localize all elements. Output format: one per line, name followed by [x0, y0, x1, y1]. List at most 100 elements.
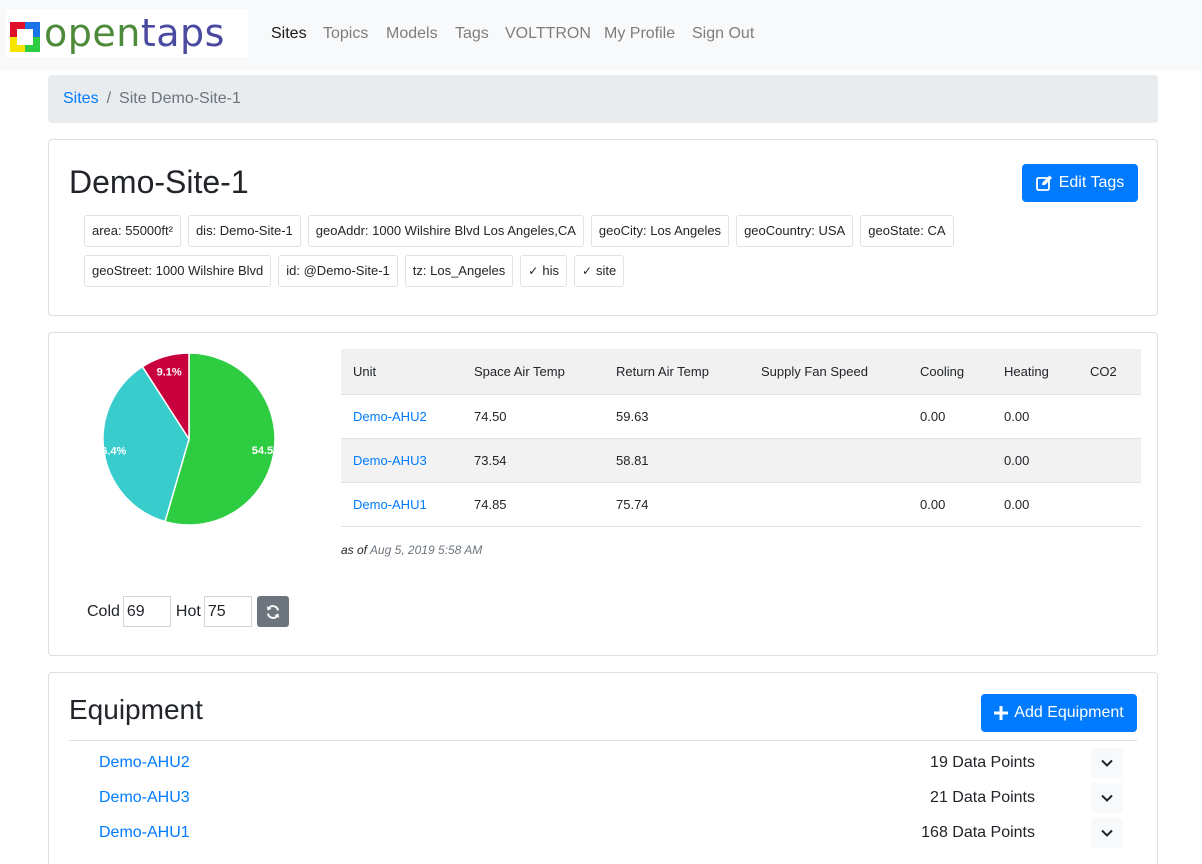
table-cell: 0.00	[992, 394, 1078, 439]
expand-toggle[interactable]	[1091, 783, 1123, 813]
as-of-label: as of	[341, 543, 368, 557]
logo-text-taps: taps	[140, 11, 225, 55]
column-header-co2: CO2	[1078, 349, 1141, 395]
tag-id: id: @Demo-Site-1	[278, 255, 398, 287]
cold-threshold-input[interactable]	[122, 596, 171, 627]
data-point-count: 19 Data Points	[930, 754, 1035, 771]
pie-label-1: 36.4%	[99, 445, 127, 457]
table-cell: 74.85	[462, 482, 604, 527]
tag-geocountry: geoCountry: USA	[736, 215, 854, 247]
pie-label-2: 9.1%	[157, 366, 182, 378]
nav-topics[interactable]: Topics	[323, 25, 369, 42]
temperature-pie-chart: 54.5% 36.4% 9.1%	[99, 352, 279, 526]
threshold-controls: Cold Hot	[87, 596, 289, 627]
as-of-time: Aug 5, 2019 5:58 AM	[369, 543, 483, 557]
units-table: Unit Space Air Temp Return Air Temp Supp…	[341, 349, 1141, 527]
nav-tags[interactable]: Tags	[455, 25, 489, 42]
column-header-heating: Heating	[992, 349, 1078, 395]
table-row: Demo-AHU1 74.85 75.74 0.00 0.00	[341, 482, 1141, 527]
site-info-card: Demo-Site-1 Edit Tags area: 55000ft² dis…	[48, 139, 1158, 316]
equipment-link-demo-ahu2[interactable]: Demo-AHU2	[99, 754, 190, 771]
breadcrumb-sites-link[interactable]: Sites	[63, 90, 99, 107]
status-card: 54.5% 36.4% 9.1% Cold Hot Unit Space Air T…	[48, 332, 1158, 656]
table-cell: 73.54	[462, 438, 604, 483]
tag-tz: tz: Los_Angeles	[404, 255, 514, 287]
table-cell	[1078, 394, 1141, 439]
edit-tags-button[interactable]: Edit Tags	[1022, 164, 1138, 202]
breadcrumb: Sites / Site Demo-Site-1	[48, 75, 1158, 123]
edit-tags-label: Edit Tags	[1058, 174, 1125, 191]
table-cell	[1078, 482, 1141, 527]
data-point-count: 21 Data Points	[930, 789, 1035, 806]
tag-site-label: site	[596, 263, 617, 278]
column-header-supply-fan-speed: Supply Fan Speed	[749, 349, 908, 395]
table-cell: 0.00	[992, 438, 1078, 483]
tag-dis: dis: Demo-Site-1	[187, 215, 301, 247]
breadcrumb-separator: /	[106, 90, 112, 107]
tag-site: ✓ site	[573, 255, 625, 287]
chevron-down-icon	[1101, 794, 1113, 802]
tag-geostreet: geoStreet: 1000 Wilshire Blvd	[84, 255, 272, 287]
top-navbar: opentaps Sites Topics Models Tags VOLTTR…	[0, 0, 1202, 70]
expand-toggle[interactable]	[1091, 748, 1123, 778]
chevron-down-icon	[1101, 759, 1113, 767]
column-header-cooling: Cooling	[908, 349, 992, 395]
unit-link-demo-ahu3[interactable]: Demo-AHU3	[353, 452, 427, 468]
table-cell	[908, 438, 992, 483]
pie-slice-2[interactable]	[141, 352, 190, 442]
nav-my-profile[interactable]: My Profile	[604, 25, 676, 42]
tag-his: ✓ his	[520, 255, 567, 287]
equipment-row: Demo-AHU1 168 Data Points	[99, 818, 1123, 848]
nav-sign-out[interactable]: Sign Out	[692, 25, 755, 42]
pie-slice-0[interactable]	[164, 352, 276, 526]
table-cell	[749, 438, 908, 483]
check-icon: ✓	[528, 264, 539, 278]
table-cell	[749, 482, 908, 527]
column-header-unit: Unit	[341, 349, 462, 395]
breadcrumb-current: Site Demo-Site-1	[119, 90, 241, 107]
nav-sites[interactable]: Sites	[271, 25, 307, 42]
edit-icon	[1035, 175, 1052, 191]
tag-geostate: geoState: CA	[860, 215, 954, 247]
equipment-title: Equipment	[69, 694, 203, 725]
site-title: Demo-Site-1	[69, 164, 249, 200]
refresh-button[interactable]	[256, 596, 289, 627]
table-cell: 59.63	[604, 394, 749, 439]
nav-volttron[interactable]: VOLTTRON	[505, 25, 591, 42]
site-tags: area: 55000ft² dis: Demo-Site-1 geoAddr:…	[84, 215, 1004, 295]
plus-icon	[994, 706, 1009, 720]
add-equipment-label: Add Equipment	[1014, 704, 1124, 721]
table-cell: 0.00	[992, 482, 1078, 527]
as-of-timestamp: as of Aug 5, 2019 5:58 AM	[341, 543, 482, 557]
equipment-card: Equipment Add Equipment Demo-AHU2 19 Dat…	[48, 672, 1158, 864]
opentaps-logo[interactable]: opentaps	[6, 9, 248, 57]
equipment-link-demo-ahu3[interactable]: Demo-AHU3	[99, 789, 190, 806]
pie-slice-1[interactable]	[102, 365, 190, 523]
table-cell	[1078, 438, 1141, 483]
nav-models[interactable]: Models	[386, 25, 438, 42]
tag-area: area: 55000ft²	[84, 215, 181, 247]
pie-label-0: 54.5%	[252, 445, 279, 457]
refresh-icon	[266, 604, 280, 619]
chevron-down-icon	[1101, 829, 1113, 837]
table-cell	[749, 394, 908, 439]
table-cell: 58.81	[604, 438, 749, 483]
table-cell: 0.00	[908, 482, 992, 527]
tag-his-label: his	[542, 263, 559, 278]
column-header-space-air-temp: Space Air Temp	[462, 349, 604, 395]
check-icon: ✓	[581, 264, 593, 278]
equipment-row: Demo-AHU2 19 Data Points	[99, 748, 1123, 778]
column-header-return-air-temp: Return Air Temp	[604, 349, 749, 395]
expand-toggle[interactable]	[1091, 818, 1123, 848]
table-row: Demo-AHU3 73.54 58.81 0.00	[341, 438, 1141, 483]
divider	[69, 740, 1137, 741]
equipment-link-demo-ahu1[interactable]: Demo-AHU1	[99, 824, 190, 841]
add-equipment-button[interactable]: Add Equipment	[981, 694, 1137, 732]
data-point-count: 168 Data Points	[921, 824, 1035, 841]
unit-link-demo-ahu1[interactable]: Demo-AHU1	[353, 496, 427, 512]
hot-threshold-input[interactable]	[203, 596, 252, 627]
logo-wordmark: opentaps	[44, 11, 225, 55]
logo-text-open: open	[44, 11, 141, 55]
hot-label: Hot	[175, 602, 201, 620]
unit-link-demo-ahu2[interactable]: Demo-AHU2	[353, 408, 427, 424]
